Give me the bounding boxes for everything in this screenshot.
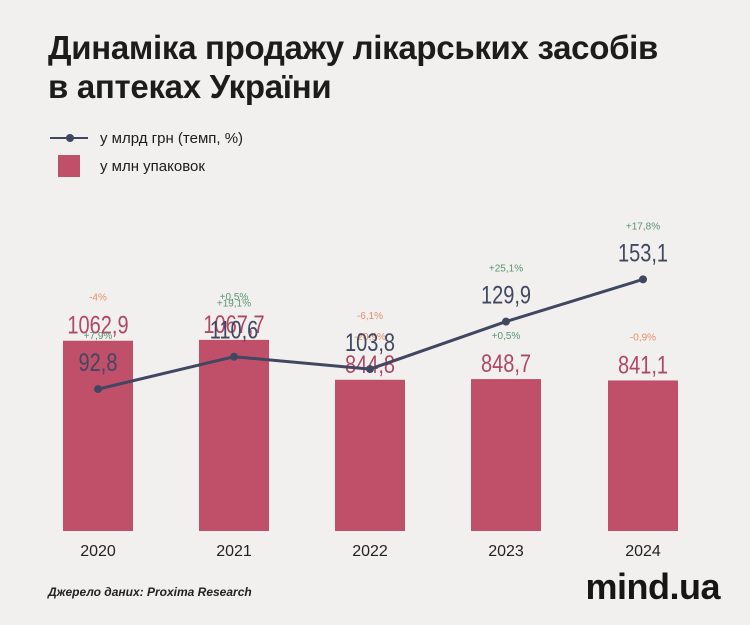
line-change-label: +17,8% (626, 221, 660, 232)
line-value-label: 129,9 (481, 281, 531, 309)
legend-item-line: у млрд грн (темп, %) (50, 124, 243, 152)
bar (335, 379, 405, 531)
bar-change-label: -0,9% (630, 332, 656, 343)
chart-title: Динаміка продажу лікарських засобів в ап… (48, 28, 708, 106)
line-point (366, 365, 374, 374)
line-change-label: +7,9% (84, 331, 113, 342)
bar (471, 379, 541, 531)
bar-change-label: +0,5% (492, 331, 521, 342)
source-note: Джерело даних: Proxima Research (48, 585, 252, 599)
bar-value-label: 848,7 (481, 350, 531, 378)
x-tick-label: 2021 (216, 543, 252, 560)
brand-logo: mind.ua (585, 566, 720, 607)
bar (63, 340, 133, 531)
line-value-label: 153,1 (618, 239, 668, 267)
line-change-label: -6,1% (357, 311, 383, 322)
x-tick-label: 2020 (80, 543, 116, 560)
legend-item-bar: у млн упаковок (50, 152, 243, 180)
chart-title-line-2: в аптеках України (48, 68, 332, 105)
bar (199, 339, 269, 531)
x-tick-label: 2022 (352, 543, 388, 560)
bar-change-label: +0,5% (220, 292, 249, 303)
x-tick-label: 2023 (488, 543, 524, 560)
line-point (502, 317, 510, 326)
line-change-label: +25,1% (489, 264, 523, 275)
bar (608, 380, 678, 531)
bar-change-label: -4% (89, 293, 107, 304)
bar-change-label: -20,9% (354, 332, 386, 343)
line-value-label: 92,8 (79, 349, 118, 377)
chart-title-line-1: Динаміка продажу лікарських засобів (48, 29, 659, 66)
legend-line-label: у млрд грн (темп, %) (100, 129, 244, 147)
line-point (230, 352, 238, 361)
bar-swatch-icon (58, 155, 80, 177)
bar-value-label: 841,1 (618, 351, 668, 379)
bar-value-label: 1067,7 (203, 311, 264, 339)
line-marker-icon (50, 133, 88, 143)
bar-value-label: 1062,9 (67, 312, 128, 340)
legend-bar-label: у млн упаковок (100, 157, 205, 175)
line-change-label: +19,1% (217, 299, 251, 310)
line-point (94, 385, 102, 394)
x-tick-label: 2024 (625, 543, 661, 560)
line-value-label: 110,6 (210, 317, 259, 345)
legend: у млрд грн (темп, %) у млн упаковок (50, 124, 243, 180)
line-point (639, 275, 647, 284)
line-value-label: 103,8 (345, 329, 395, 357)
